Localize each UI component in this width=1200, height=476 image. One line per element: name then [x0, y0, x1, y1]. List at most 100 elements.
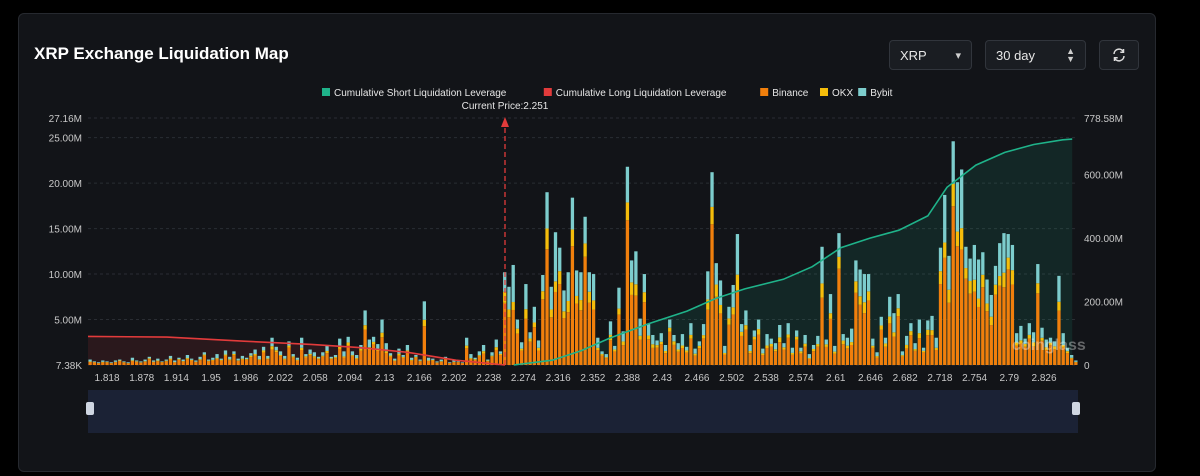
bar-binance — [807, 358, 811, 365]
bar-binance — [938, 284, 943, 365]
bar-bybit — [816, 335, 820, 345]
bar-okx — [706, 299, 710, 310]
refresh-button[interactable] — [1099, 40, 1139, 70]
bar-bybit — [228, 356, 232, 360]
bar-okx — [752, 336, 756, 340]
bar-okx — [850, 342, 854, 345]
legend-label[interactable]: Cumulative Short Liquidation Leverage — [334, 88, 507, 99]
bar-okx — [841, 340, 845, 345]
bar-binance — [579, 310, 583, 365]
bar-bybit — [930, 315, 934, 331]
bar-bybit — [926, 320, 930, 330]
bar-bybit — [1048, 337, 1053, 343]
legend-swatch — [760, 88, 769, 96]
slider-handle-right[interactable] — [1072, 402, 1080, 415]
bar-binance — [426, 360, 431, 365]
bar-binance — [866, 300, 871, 365]
bar-bybit — [443, 356, 448, 359]
bar-bybit — [587, 272, 591, 292]
y-right-tick-label: 600.00M — [1084, 171, 1123, 182]
y-left-tick-label: 10.00M — [49, 270, 82, 281]
bar-okx — [198, 359, 202, 361]
bar-binance — [1044, 349, 1048, 365]
bar-okx — [1002, 272, 1006, 288]
bar-binance — [727, 324, 731, 365]
legend-label[interactable]: Binance — [772, 88, 809, 99]
bar-okx — [532, 322, 536, 328]
bar-binance — [816, 346, 820, 365]
bar-okx — [355, 358, 359, 360]
period-select[interactable]: 30 day ▲ ▼ — [985, 40, 1086, 70]
bar-binance — [850, 344, 854, 365]
bar-okx — [393, 360, 397, 361]
legend-label[interactable]: Bybit — [870, 88, 892, 99]
bar-binance — [367, 349, 371, 365]
bar-binance — [1036, 293, 1040, 365]
range-slider[interactable] — [86, 390, 1080, 433]
bar-bybit — [507, 286, 511, 310]
bar-bybit — [583, 216, 587, 244]
bar-binance — [993, 294, 998, 365]
bar-bybit — [431, 358, 435, 360]
bar-bybit — [968, 258, 972, 281]
bar-bybit — [862, 274, 866, 303]
bar-binance — [236, 360, 240, 365]
bar-binance — [862, 313, 866, 365]
bar-bybit — [490, 352, 494, 356]
legend-label[interactable]: OKX — [832, 88, 853, 99]
y-right-tick-label: 400.00M — [1084, 234, 1123, 245]
bar-okx — [249, 355, 253, 358]
bar-okx — [312, 356, 316, 358]
bar-bybit — [837, 233, 841, 257]
bar-bybit — [765, 334, 769, 346]
bar-binance — [261, 352, 266, 365]
bar-bybit — [591, 274, 596, 301]
bar-okx — [816, 344, 820, 347]
bar-binance — [448, 363, 452, 365]
bar-bybit — [215, 354, 219, 359]
bar-bybit — [828, 294, 833, 314]
bar-binance — [240, 359, 245, 365]
y-right-tick-label: 0 — [1084, 361, 1090, 372]
slider-handle-left[interactable] — [86, 402, 94, 415]
bar-binance — [422, 326, 426, 365]
bar-binance — [109, 363, 113, 365]
bar-okx — [723, 352, 727, 355]
bar-bybit — [1006, 234, 1010, 258]
bar-binance — [955, 246, 960, 365]
bar-bybit — [803, 334, 807, 344]
bar-bybit — [202, 352, 206, 355]
bar-bybit — [909, 323, 913, 332]
bar-binance — [342, 357, 346, 365]
bar-binance — [596, 349, 600, 365]
bar-bybit — [308, 349, 312, 354]
bar-bybit — [300, 337, 304, 348]
bar-okx — [545, 228, 549, 250]
bar-okx — [283, 358, 287, 360]
bar-okx — [930, 330, 934, 336]
legend-label[interactable]: Cumulative Long Liquidation Leverage — [556, 88, 727, 99]
bar-bybit — [266, 355, 270, 359]
coin-select[interactable]: XRP ▾ — [889, 40, 972, 70]
bar-okx — [1040, 337, 1044, 341]
bar-binance — [642, 302, 646, 365]
bar-bybit — [181, 359, 185, 362]
bar-okx — [803, 343, 807, 347]
bar-binance — [245, 359, 249, 365]
x-tick-label: 2.166 — [407, 373, 432, 384]
bar-bybit — [1027, 323, 1031, 335]
bar-binance — [913, 350, 917, 365]
bar-bybit — [245, 357, 249, 360]
bar-binance — [748, 353, 752, 365]
bar-bybit — [689, 323, 693, 335]
bar-binance — [934, 349, 938, 365]
bar-bybit — [359, 344, 363, 349]
bar-bybit — [283, 355, 287, 359]
bar-okx — [431, 359, 435, 361]
bar-okx — [498, 353, 503, 356]
bar-okx — [494, 347, 498, 350]
bar-okx — [938, 271, 943, 285]
bar-bybit — [342, 351, 346, 357]
slider-track — [88, 390, 1078, 433]
bar-bybit — [422, 301, 426, 320]
